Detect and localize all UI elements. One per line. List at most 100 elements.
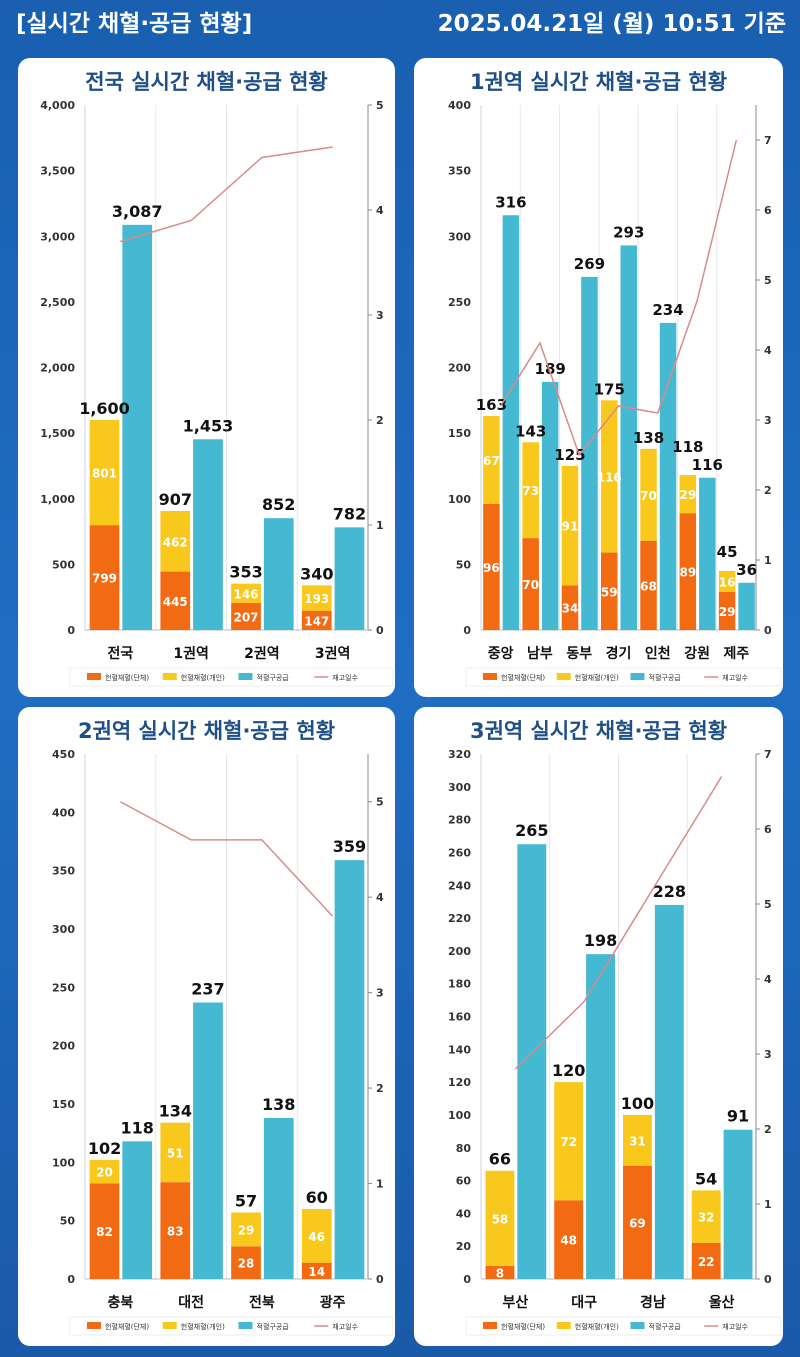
y2-tick-label: 0 <box>764 624 772 637</box>
data-label-group: 89 <box>679 566 696 580</box>
y2-tick-label: 3 <box>376 309 384 322</box>
legend <box>69 667 394 687</box>
data-label-individual: 801 <box>92 467 117 481</box>
y2-tick-label: 1 <box>376 519 384 532</box>
data-label-total: 1,600 <box>79 399 130 418</box>
bar-individual-collection <box>160 1122 191 1183</box>
data-label-individual: 73 <box>522 484 539 498</box>
timestamp: 2025.04.21일 (월) 10:51 기준 <box>437 11 786 37</box>
data-label-total: 163 <box>476 396 507 414</box>
legend-label: 재고일수 <box>722 673 748 682</box>
legend-label: 헌혈채혈(단체) <box>105 1322 149 1331</box>
bar-group-collection <box>554 1200 584 1279</box>
y2-tick-label: 1 <box>764 1198 772 1211</box>
y-tick-label: 300 <box>448 781 471 794</box>
data-label-total: 54 <box>695 1169 717 1188</box>
chart-national: 0 500 1,000 1,500 2,000 2,500 3,000 3,500 4,000 0… <box>40 99 394 687</box>
legend <box>465 667 782 687</box>
x-tick-label: 강원 <box>684 645 710 662</box>
legend-swatch <box>483 1322 497 1329</box>
y-tick-label: 20 <box>456 1240 472 1253</box>
bar-individual-collection <box>718 570 736 592</box>
x-tick-label: 제주 <box>723 646 749 662</box>
line-stock-days <box>120 801 334 917</box>
data-label-group: 69 <box>629 1216 646 1230</box>
bar-group-collection <box>160 571 191 630</box>
x-tick-label: 광주 <box>320 1294 346 1311</box>
chart-panel-region2: 2권역 실시간 채혈·공급 현황 0 50 100 150 200 250 300 350 40… <box>18 707 395 1346</box>
y-tick-label: 300 <box>448 230 471 243</box>
bar-group-collection <box>718 591 736 630</box>
y-tick-label: 200 <box>448 945 471 958</box>
y-tick-label: 100 <box>448 493 471 506</box>
legend-swatch <box>87 673 101 680</box>
bar-group-collection <box>160 1182 191 1279</box>
y2-tick-label: 7 <box>764 748 772 761</box>
x-tick-label: 울산 <box>709 1294 735 1311</box>
y-tick-label: 160 <box>448 1011 471 1024</box>
bar-group-collection <box>601 552 618 630</box>
data-label-total: 134 <box>159 1102 192 1121</box>
legend-swatch <box>556 1322 571 1329</box>
bar-individual-collection <box>301 1209 332 1263</box>
data-label-supply: 237 <box>191 980 224 999</box>
legend-label: 적혈구공급 <box>257 1322 290 1331</box>
bar-individual-collection <box>89 1160 120 1184</box>
data-label-individual: 70 <box>640 489 657 503</box>
data-label-total: 340 <box>300 564 333 583</box>
data-label-individual: 146 <box>233 587 258 601</box>
bar-supply <box>263 1118 294 1279</box>
data-label-individual: 72 <box>560 1135 577 1149</box>
legend-swatch <box>630 1322 645 1329</box>
bar-supply <box>699 477 716 630</box>
data-label-supply: 359 <box>333 837 366 856</box>
bar-group-collection <box>691 1242 721 1279</box>
line-stock-days <box>120 146 333 243</box>
y-tick-label: 2,000 <box>40 362 75 375</box>
x-tick-label: 부산 <box>502 1294 528 1311</box>
bar-group-collection <box>679 513 697 630</box>
legend-swatch <box>238 673 253 680</box>
legend <box>69 1316 394 1336</box>
legend-label: 헌혈채혈(개인) <box>575 673 619 682</box>
chart-title: 전국 실시간 채혈·공급 현황 <box>85 70 328 94</box>
bar-group-collection <box>522 538 539 630</box>
line-stock-days <box>514 776 723 1070</box>
y-tick-label: 0 <box>463 624 471 637</box>
data-label-supply: 316 <box>495 193 526 211</box>
bar-group-collection <box>231 1246 261 1279</box>
data-label-group: 82 <box>96 1225 113 1239</box>
data-label-individual: 46 <box>308 1230 325 1244</box>
data-label-individual: 20 <box>96 1166 113 1180</box>
data-label-total: 353 <box>229 563 262 582</box>
legend-label: 헌혈채혈(개인) <box>181 673 225 682</box>
y-tick-label: 0 <box>67 624 75 637</box>
data-label-total: 102 <box>88 1139 121 1158</box>
x-tick-label: 동부 <box>566 646 592 662</box>
chart-panel-region1: 1권역 실시간 채혈·공급 현황 0 50 100 150 200 250 300 350 40… <box>414 58 783 697</box>
bar-individual-collection <box>522 442 539 539</box>
data-label-total: 45 <box>717 543 738 561</box>
bar-group-collection <box>623 1165 652 1279</box>
y-tick-label: 400 <box>448 99 471 112</box>
bar-individual-collection <box>554 1082 584 1201</box>
bar-group-collection <box>89 525 120 630</box>
legend-swatch <box>630 673 645 680</box>
data-label-total: 125 <box>554 446 585 464</box>
bar-supply <box>581 276 598 630</box>
x-tick-label: 인천 <box>645 645 671 662</box>
chart-region2: 0 50 100 150 200 250 300 350 400 450 0 1 2 3 4 5 82 20 102… <box>52 748 394 1336</box>
y-tick-label: 120 <box>448 1076 471 1089</box>
y-tick-label: 350 <box>52 865 75 878</box>
y2-tick-label: 0 <box>376 624 384 637</box>
data-label-total: 120 <box>552 1061 585 1080</box>
bar-individual-collection <box>679 475 697 514</box>
y-tick-label: 280 <box>448 814 471 827</box>
data-label-supply: 91 <box>727 1107 749 1126</box>
data-label-group: 96 <box>483 561 500 575</box>
data-label-individual: 67 <box>483 454 500 468</box>
data-label-group: 147 <box>304 614 329 628</box>
chart-region1: 0501001502002503003504000123456796671633… <box>448 99 782 687</box>
data-label-total: 57 <box>235 1192 257 1211</box>
data-label-group: 207 <box>233 610 258 624</box>
